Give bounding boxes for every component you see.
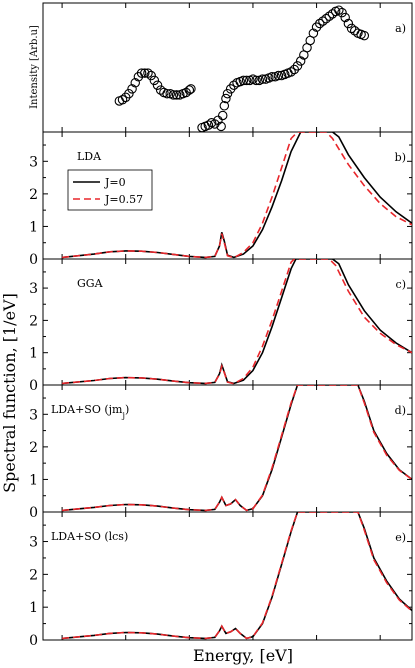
data-point (217, 110, 228, 121)
data-point (273, 70, 284, 81)
data-point (295, 56, 306, 66)
y-tick-label: 0 (29, 633, 38, 649)
data-point (238, 75, 249, 86)
legend: J=0 J=0.57 (67, 169, 153, 211)
data-point (186, 84, 196, 94)
panel-label-a: a) (395, 22, 406, 35)
data-point (168, 90, 179, 100)
data-point (213, 115, 223, 126)
panel-label-c: c) (396, 278, 406, 291)
panel-frame (42, 2, 413, 133)
data-point (124, 88, 134, 99)
data-point (337, 7, 347, 18)
legend-box (67, 169, 153, 211)
data-point (219, 101, 230, 111)
y-tick-label: 0 (29, 252, 38, 268)
data-point (346, 23, 357, 34)
panel-e: e) 0 1 2 3 LDA+SO (lcs) (29, 511, 413, 649)
data-point (308, 28, 319, 38)
series-line-j-0-57 (62, 385, 412, 512)
intensity-series-2 (197, 5, 370, 133)
y-tick-label: 2 (29, 187, 38, 203)
y-tick-label: 0 (29, 505, 38, 521)
data-point (314, 18, 325, 29)
panel-d: d) 0 1 2 3 LDA+SO (jmj) (29, 384, 413, 521)
y-tick-label: 3 (29, 407, 38, 423)
legend-label: J=0.57 (104, 193, 143, 206)
intensity-series-1 (114, 68, 196, 106)
data-point (146, 70, 156, 81)
series-line-j-0-57 (62, 132, 412, 259)
data-point (140, 68, 150, 78)
data-point (136, 68, 147, 78)
series-line-j-0-57 (62, 259, 412, 385)
data-point (203, 120, 214, 130)
y-tick-label: 1 (29, 346, 38, 362)
data-point (117, 95, 128, 105)
data-point (149, 75, 160, 86)
data-point (241, 75, 252, 86)
panel-frame (42, 511, 413, 641)
data-point (257, 74, 268, 84)
y-tick-label: 1 (29, 219, 38, 235)
data-point (324, 11, 335, 22)
y-tick-label: 2 (29, 313, 38, 329)
method-label-c: GGA (77, 277, 104, 290)
spectral-axis-label: Spectral function, [1/eV] (0, 293, 19, 493)
panel-label-d: d) (395, 404, 406, 417)
intensity-axis-label: Intensity [Arb.u] (29, 25, 40, 109)
series-line-j-0-57 (62, 512, 412, 640)
series-line-j-0 (62, 259, 412, 385)
data-point (286, 67, 296, 77)
data-point (359, 30, 370, 41)
y-tick-label: 0 (29, 378, 38, 394)
data-point (267, 72, 277, 82)
y-tick-label: 2 (29, 567, 38, 583)
data-point (334, 5, 344, 15)
data-point (251, 75, 261, 86)
data-point (127, 84, 137, 94)
panel-label-e: e) (395, 531, 406, 544)
data-point (143, 68, 153, 78)
y-tick-label: 1 (29, 600, 38, 616)
data-point (321, 13, 331, 24)
method-label-subscript: j (121, 411, 124, 420)
data-point (340, 12, 350, 23)
data-point (184, 85, 195, 95)
y-tick-label: 3 (29, 535, 38, 551)
data-point (130, 78, 141, 88)
panel-a: a) (42, 2, 413, 133)
data-point (343, 18, 354, 29)
method-label-d: LDA+SO (jmj) (51, 403, 129, 420)
panel-c: c) 0 1 2 3 GGA (29, 258, 413, 394)
data-point (292, 61, 303, 71)
data-point (222, 88, 233, 99)
data-point (152, 80, 163, 90)
data-point (216, 121, 226, 132)
data-point (162, 88, 172, 99)
method-label-suffix: ) (125, 403, 129, 416)
y-tick-label: 1 (29, 472, 38, 488)
data-point (318, 16, 328, 26)
y-tick-label: 3 (29, 281, 38, 297)
data-point (221, 93, 231, 104)
y-tick-label: 3 (29, 154, 38, 170)
legend-label: J=0 (104, 176, 126, 189)
energy-axis-label: Energy, [eV] (193, 646, 293, 665)
data-point (171, 90, 182, 100)
y-tick-label: 2 (29, 440, 38, 456)
method-label-e: LDA+SO (lcs) (51, 530, 128, 543)
method-label-b: LDA (77, 150, 102, 163)
panel-label-b: b) (395, 151, 406, 164)
